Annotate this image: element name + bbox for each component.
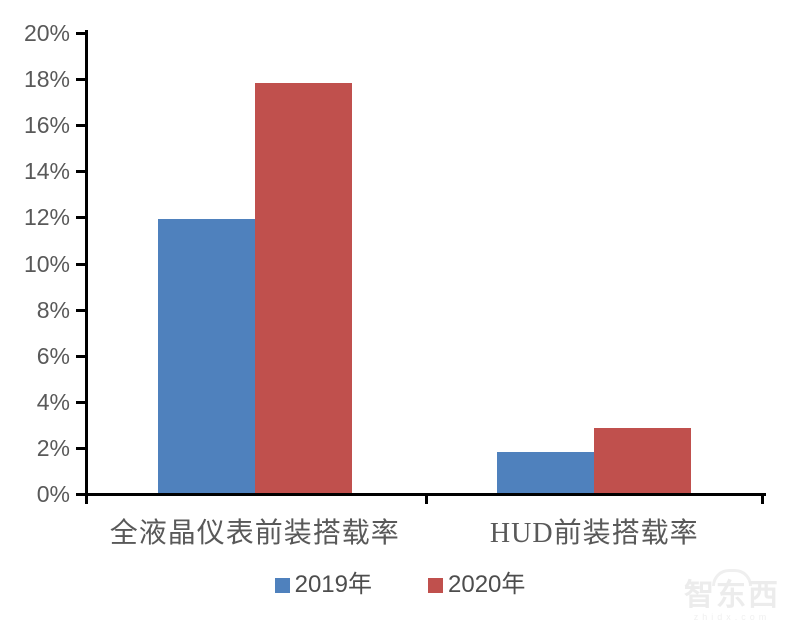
bar-2020年-全液晶仪表前装搭载率 bbox=[254, 82, 352, 493]
watermark-subtitle: zhidx.com bbox=[693, 612, 771, 622]
y-tick-mark bbox=[76, 446, 85, 450]
watermark: 智东西 zhidx.com bbox=[672, 569, 792, 623]
y-axis-line bbox=[85, 30, 88, 494]
y-tick-mark bbox=[76, 354, 85, 358]
y-tick-label: 0% bbox=[36, 481, 70, 507]
y-tick-label: 16% bbox=[23, 112, 70, 139]
x-tick-mark bbox=[85, 493, 88, 504]
legend: 2019年 2020年 bbox=[0, 572, 800, 598]
y-tick-label: 12% bbox=[23, 204, 70, 231]
y-tick-mark bbox=[76, 32, 85, 35]
y-tick-label: 6% bbox=[36, 342, 70, 369]
category-label: HUD前装搭载率 bbox=[489, 518, 699, 549]
bar-2020年-HUD前装搭载率 bbox=[594, 428, 692, 493]
legend-label: 2020年 bbox=[448, 571, 526, 598]
y-tick-mark bbox=[76, 124, 85, 128]
y-tick-mark bbox=[76, 493, 85, 496]
legend-item-2019年: 2019年 bbox=[274, 571, 372, 598]
x-tick-mark bbox=[424, 493, 428, 504]
y-tick-mark bbox=[76, 400, 85, 404]
bar-2019年-全液晶仪表前装搭载率 bbox=[157, 218, 255, 493]
y-tick-label: 10% bbox=[23, 250, 70, 277]
x-tick-mark bbox=[761, 493, 764, 504]
y-tick-mark bbox=[76, 262, 85, 266]
bar-2019年-HUD前装搭载率 bbox=[497, 451, 595, 493]
y-tick-label: 4% bbox=[36, 388, 70, 415]
y-tick-label: 8% bbox=[36, 296, 70, 323]
y-tick-mark bbox=[76, 170, 85, 174]
y-tick-mark bbox=[76, 216, 85, 220]
legend-swatch-icon bbox=[274, 577, 290, 593]
legend-label: 2019年 bbox=[294, 571, 372, 598]
watermark-title: 智东西 bbox=[684, 579, 780, 612]
category-label: 全液晶仪表前装搭载率 bbox=[109, 518, 400, 549]
legend-item-2020年: 2020年 bbox=[428, 572, 525, 598]
legend-swatch-icon bbox=[428, 577, 443, 593]
y-tick-mark bbox=[76, 308, 85, 312]
y-tick-label: 2% bbox=[36, 434, 70, 461]
y-tick-mark bbox=[76, 78, 85, 82]
y-tick-label: 20% bbox=[23, 20, 70, 46]
y-tick-label: 18% bbox=[23, 66, 70, 93]
y-tick-label: 14% bbox=[23, 158, 70, 185]
